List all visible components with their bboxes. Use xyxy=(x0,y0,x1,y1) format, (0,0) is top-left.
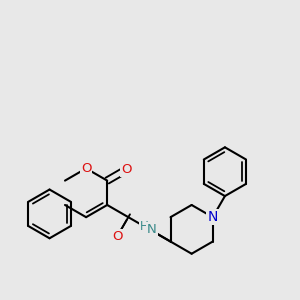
Text: O: O xyxy=(112,230,123,243)
Text: N: N xyxy=(147,223,157,236)
Text: H: H xyxy=(140,220,148,233)
Text: O: O xyxy=(81,162,91,175)
Text: O: O xyxy=(121,163,131,176)
Text: N: N xyxy=(208,210,218,224)
